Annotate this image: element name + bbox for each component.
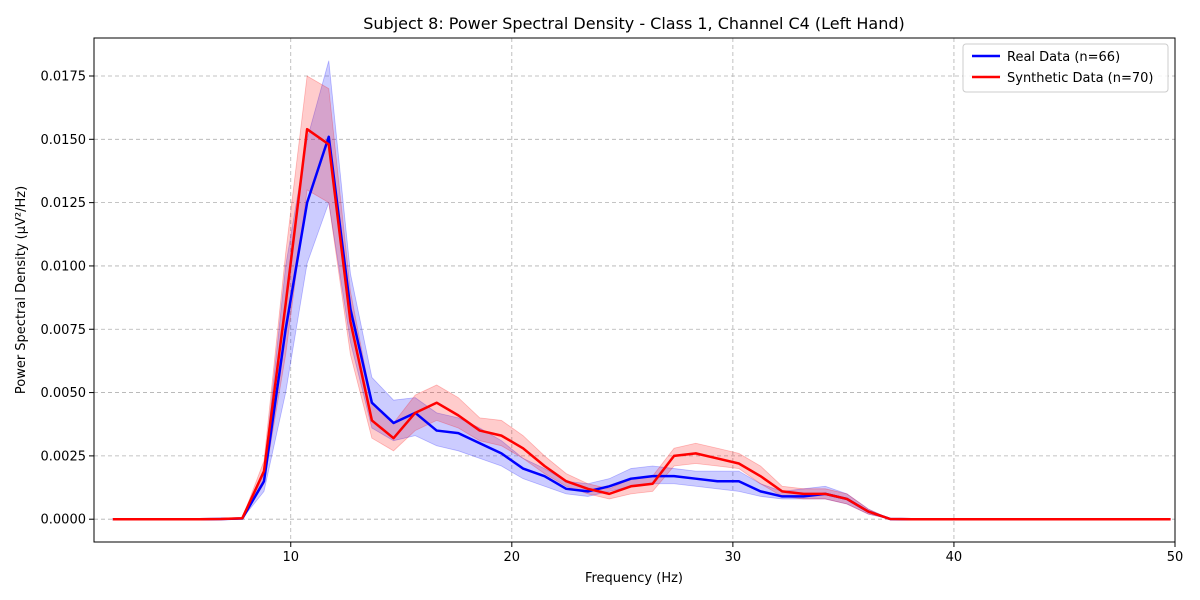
y-tick-label: 0.0000	[41, 513, 87, 528]
legend-box	[962, 43, 1169, 93]
plot-frame	[93, 37, 1176, 543]
legend-label-synthetic: Synthetic Data (n=70)	[1007, 71, 1154, 86]
y-axis-label: Power Spectral Density (μV²/Hz)	[14, 186, 29, 394]
y-tick-label: 0.0125	[41, 196, 87, 211]
series-lines	[112, 127, 1171, 521]
chart-title: Subject 8: Power Spectral Density - Clas…	[363, 14, 904, 33]
y-tick-label: 0.0100	[41, 259, 87, 274]
y-tick-label: 0.0025	[41, 449, 87, 464]
x-tick-label: 40	[946, 550, 963, 565]
x-tick-label: 20	[504, 550, 521, 565]
grid-lines	[94, 38, 1176, 542]
x-tick-label: 10	[282, 550, 299, 565]
y-tick-label: 0.0050	[41, 386, 87, 401]
y-tick-label: 0.0175	[41, 69, 87, 84]
x-tick-label: 50	[1167, 550, 1184, 565]
series-line-1	[112, 127, 1171, 521]
legend-label-real: Real Data (n=66)	[1007, 50, 1120, 65]
y-tick-label: 0.0075	[41, 323, 87, 338]
x-axis-ticks: 10 20 30 40 50	[282, 542, 1183, 565]
y-tick-label: 0.0150	[41, 133, 87, 148]
x-tick-label: 30	[725, 550, 742, 565]
legend: Real Data (n=66) Synthetic Data (n=70)	[962, 43, 1169, 93]
y-axis-ticks: 0.0000 0.0025 0.0050 0.0075 0.0100 0.0125 0.01…	[41, 69, 94, 528]
x-axis-label: Frequency (Hz)	[585, 571, 683, 586]
